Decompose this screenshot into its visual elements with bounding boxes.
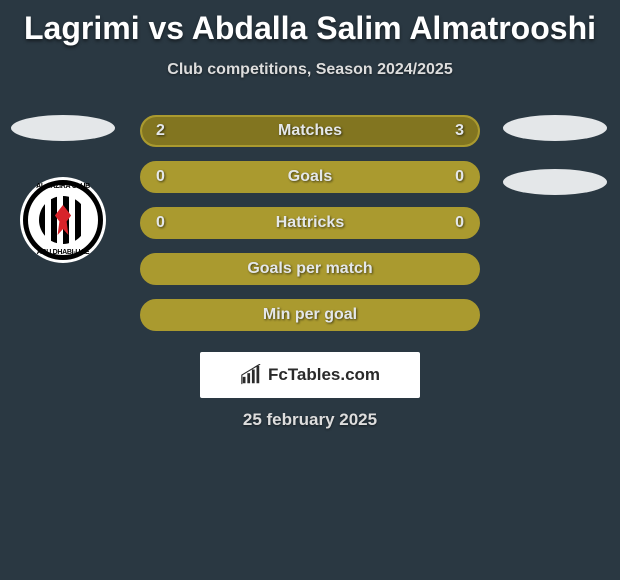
- stat-value-right: 0: [441, 163, 478, 191]
- stat-row-goals: 0 Goals 0: [140, 161, 480, 193]
- stat-value-right: 3: [441, 117, 478, 145]
- stat-label: Goals per match: [142, 255, 478, 283]
- country-ellipse: [503, 115, 607, 141]
- page-title: Lagrimi vs Abdalla Salim Almatrooshi: [0, 0, 620, 47]
- club-logo-top-text: AL-JAZIRA CLUB: [20, 183, 106, 190]
- bar-chart-icon: [240, 364, 262, 386]
- stat-row-matches: 2 Matches 3: [140, 115, 480, 147]
- country-ellipse: [11, 115, 115, 141]
- stat-row-min-per-goal: Min per goal: [140, 299, 480, 331]
- club-ellipse: [503, 169, 607, 195]
- stat-label: Goals: [142, 163, 478, 191]
- club-logo-stripes: [39, 196, 87, 244]
- stat-label: Min per goal: [142, 301, 478, 329]
- footer-date: 25 february 2025: [0, 410, 620, 430]
- watermark-text: FcTables.com: [268, 365, 380, 385]
- left-player-col: AL-JAZIRA CLUB ABU DHABI-UAE: [8, 115, 118, 263]
- club-logo-figure-icon: [54, 205, 72, 235]
- stat-value-right: 0: [441, 209, 478, 237]
- club-logo-left: AL-JAZIRA CLUB ABU DHABI-UAE: [20, 177, 106, 263]
- stat-label: Matches: [142, 117, 478, 145]
- stats-panel: 2 Matches 3 0 Goals 0 0 Hattricks 0 Goal…: [140, 115, 480, 345]
- stat-label: Hattricks: [142, 209, 478, 237]
- club-logo-bottom-text: ABU DHABI-UAE: [20, 249, 106, 256]
- right-player-col: [500, 115, 610, 223]
- watermark: FcTables.com: [200, 352, 420, 398]
- stat-row-hattricks: 0 Hattricks 0: [140, 207, 480, 239]
- stat-row-goals-per-match: Goals per match: [140, 253, 480, 285]
- page-subtitle: Club competitions, Season 2024/2025: [0, 61, 620, 79]
